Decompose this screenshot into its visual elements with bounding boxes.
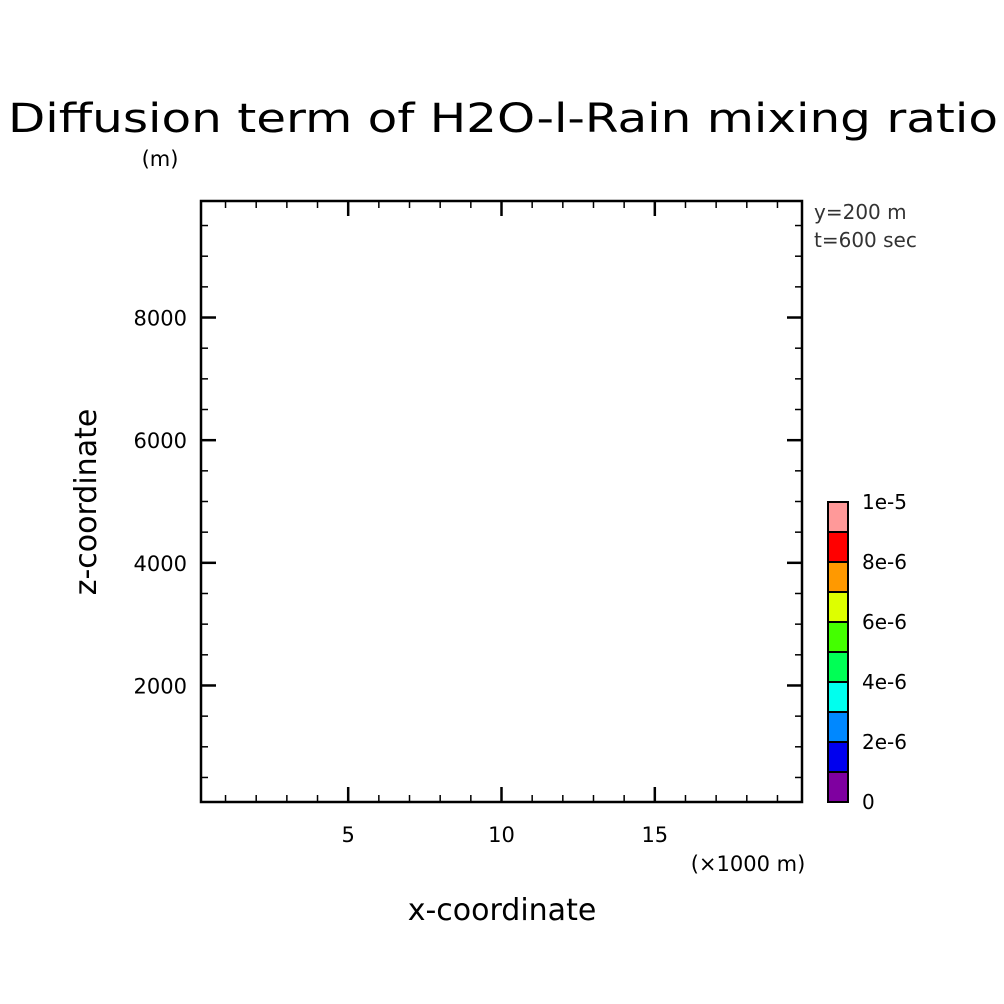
x-tick-label: 15 [641,823,668,847]
chart-title: Diffusion term of H2O-l-Rain mixing rati… [8,96,998,142]
x-axis-label: x-coordinate [408,893,597,928]
y-tick-label: 6000 [134,429,187,453]
colorbar-swatch [827,591,849,623]
colorbar-swatch [827,711,849,743]
y-axis-label: z-coordinate [69,409,104,596]
info-line-t: t=600 sec [814,228,917,252]
colorbar-swatch [827,741,849,773]
colorbar-label: 2e-6 [862,730,907,754]
colorbar-swatch [827,651,849,683]
colorbar [827,501,849,803]
plot-frame [199,199,804,804]
y-tick-label: 4000 [134,552,187,576]
colorbar-label: 8e-6 [862,550,907,574]
colorbar-label: 1e-5 [862,490,907,514]
y-tick-label: 2000 [134,674,187,698]
x-tick-label: 10 [488,823,515,847]
z-unit-label: (m) [142,147,179,171]
colorbar-swatch [827,561,849,593]
info-line-y: y=200 m [814,200,907,224]
colorbar-swatch [827,531,849,563]
x-unit-label: (×1000 m) [691,852,806,876]
colorbar-label: 4e-6 [862,670,907,694]
colorbar-swatch [827,681,849,713]
y-tick-labels: 2000 4000 6000 8000 [134,307,187,699]
colorbar-label: 0 [862,790,875,814]
colorbar-swatch [827,501,849,533]
axis-ticks [201,201,802,802]
y-tick-label: 8000 [134,307,187,331]
colorbar-label: 6e-6 [862,610,907,634]
colorbar-labels: 0 2e-6 4e-6 6e-6 8e-6 1e-5 [862,490,907,814]
colorbar-swatch [827,621,849,653]
colorbar-swatch [827,771,849,803]
x-tick-labels: 5 10 15 [341,823,668,847]
x-tick-label: 5 [341,823,354,847]
